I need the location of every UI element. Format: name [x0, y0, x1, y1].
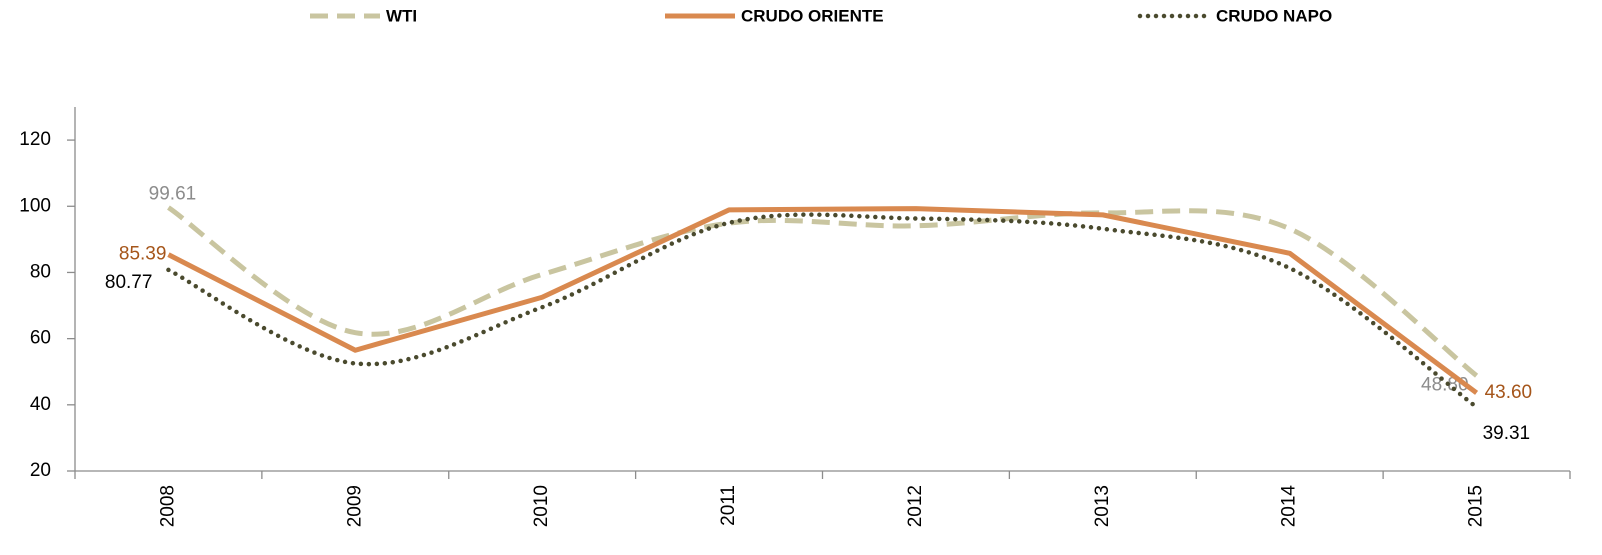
y-tick-label: 80 — [30, 261, 51, 282]
x-tick-label: 2015 — [1466, 485, 1487, 527]
y-tick-label: 20 — [30, 460, 51, 481]
data-label: 43.60 — [1485, 382, 1533, 403]
x-tick-label: 2012 — [905, 485, 926, 527]
data-label: 99.61 — [149, 184, 197, 205]
y-tick-label: 60 — [30, 328, 51, 349]
data-label: 39.31 — [1483, 423, 1531, 444]
x-tick-label: 2011 — [718, 485, 739, 526]
data-label: 80.77 — [105, 272, 153, 293]
legend-label: CRUDO ORIENTE — [741, 6, 884, 25]
y-tick-label: 40 — [30, 394, 51, 415]
x-tick-label: 2008 — [157, 485, 178, 527]
legend-label: WTI — [386, 6, 417, 25]
x-tick-label: 2014 — [1279, 485, 1300, 528]
series-line — [166, 212, 1479, 410]
series-line — [167, 206, 1479, 395]
series-line — [167, 205, 1479, 378]
y-tick-label: 120 — [19, 129, 51, 150]
x-tick-label: 2013 — [1092, 485, 1113, 527]
x-tick-label: 2010 — [531, 485, 552, 527]
data-label: 85.39 — [119, 244, 167, 265]
x-tick-label: 2009 — [344, 485, 365, 527]
legend-label: CRUDO NAPO — [1216, 6, 1332, 25]
y-tick-label: 100 — [19, 195, 51, 216]
